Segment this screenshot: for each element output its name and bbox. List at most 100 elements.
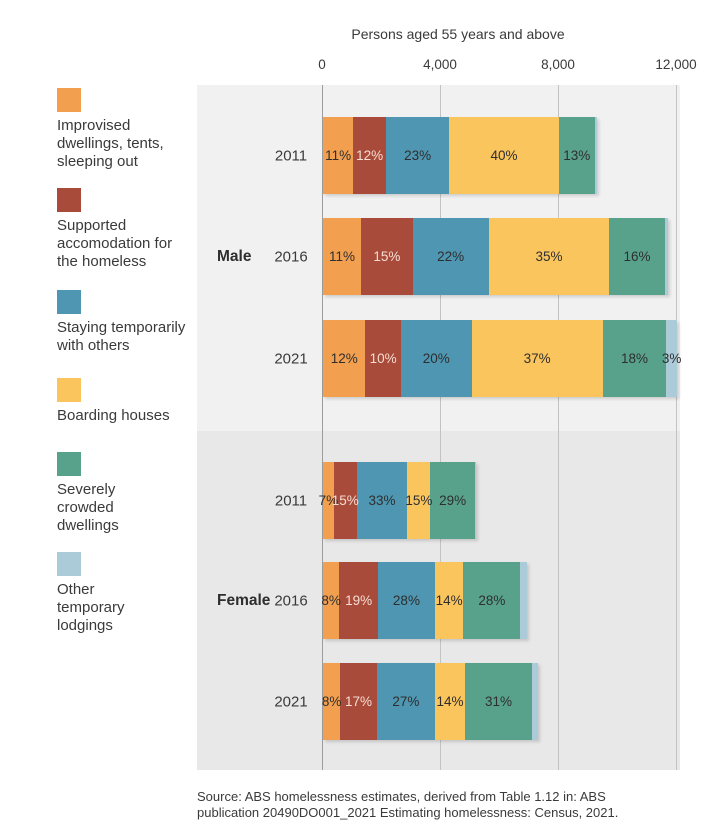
legend-label-improvised: Improvised dwellings, tents, sleeping ou… xyxy=(57,117,164,170)
legend-label-other: Other temporary lodgings xyxy=(57,581,125,634)
bar-segment-staying: 28% xyxy=(377,562,435,639)
group-label: Male xyxy=(217,247,252,265)
bar-segment-supported: 15% xyxy=(331,462,359,539)
group-label: Female xyxy=(217,591,271,609)
source-note: Source: ABS homelessness estimates, deri… xyxy=(197,789,619,820)
segment-percent-label: 19% xyxy=(345,593,373,608)
segment-percent-label: 16% xyxy=(623,249,651,264)
segment-percent-label: 13% xyxy=(563,148,591,163)
legend-swatch-crowded xyxy=(57,452,81,476)
year-label: 2011 xyxy=(274,492,308,509)
bar-segment-crowded: 13% xyxy=(558,117,595,194)
chart-title: Persons aged 55 years and above xyxy=(351,26,565,42)
segment-percent-label: 35% xyxy=(535,249,563,264)
bar-row: 12% 10% 20% 37% 18% 3% xyxy=(323,320,681,397)
bar-row: 11% 15% 22% 35% 16% xyxy=(323,218,669,295)
legend-swatch-boarding xyxy=(57,378,81,402)
year-label: 2011 xyxy=(274,147,308,164)
bar-segment-boarding: 14% xyxy=(434,663,466,740)
bar-segment-crowded: 28% xyxy=(463,562,521,639)
segment-percent-label: 20% xyxy=(422,351,450,366)
segment-percent-label: 18% xyxy=(620,351,648,366)
bar-segment-staying: 27% xyxy=(376,663,435,740)
bar-segment-crowded: 16% xyxy=(609,218,665,295)
segment-percent-label: 10% xyxy=(369,351,397,366)
segment-percent-label: 27% xyxy=(392,694,420,709)
segment-percent-label: 11% xyxy=(328,249,355,264)
bar-row: 8% 19% 28% 14% 28% xyxy=(321,562,527,639)
bar-segment-boarding: 40% xyxy=(449,117,559,194)
bar-segment-supported: 17% xyxy=(340,663,377,740)
legend-label-supported: Supported accomodation for the homeless xyxy=(57,217,173,270)
segment-percent-label: 15% xyxy=(405,493,433,508)
segment-percent-label: 22% xyxy=(437,249,465,264)
bar-segment-other xyxy=(594,117,598,194)
bar-segment-supported: 10% xyxy=(365,320,401,397)
segment-percent-label: 29% xyxy=(439,493,467,508)
segment-percent-label: 11% xyxy=(325,148,352,163)
segment-percent-label: 37% xyxy=(523,351,551,366)
gridline xyxy=(440,85,441,770)
segment-percent-label: 28% xyxy=(478,593,506,608)
bar-segment-other xyxy=(531,663,539,740)
bar-segment-improvised: 8% xyxy=(322,663,341,740)
segment-percent-label: 8% xyxy=(321,593,341,608)
x-tick-label: 4,000 xyxy=(423,57,457,72)
bar-segment-improvised: 8% xyxy=(321,562,341,639)
segment-percent-label: 15% xyxy=(331,493,359,508)
bar-segment-improvised: 7% xyxy=(319,462,338,539)
segment-percent-label: 40% xyxy=(490,148,518,163)
segment-percent-label: 31% xyxy=(484,694,512,709)
segment-percent-label: 12% xyxy=(330,351,358,366)
gridline xyxy=(676,85,677,770)
bar-segment-staying: 33% xyxy=(356,462,408,539)
bar-segment-boarding: 35% xyxy=(488,218,610,295)
bar-segment-staying: 23% xyxy=(386,117,450,194)
bar-segment-other xyxy=(520,562,527,639)
bar-segment-supported: 19% xyxy=(339,562,378,639)
bar-segment-crowded: 29% xyxy=(430,462,475,539)
bar-segment-other: 3% xyxy=(662,320,681,397)
segment-percent-label: 17% xyxy=(345,694,373,709)
year-label: 2016 xyxy=(274,248,308,265)
segment-percent-label: 23% xyxy=(404,148,432,163)
x-tick-label: 0 xyxy=(318,57,326,72)
segment-percent-label: 28% xyxy=(392,593,420,608)
year-label: 2016 xyxy=(274,592,308,609)
legend-label-crowded: Severely crowded dwellings xyxy=(57,481,119,534)
bar-segment-crowded: 18% xyxy=(602,320,667,397)
segment-percent-label: 3% xyxy=(661,351,682,366)
segment-percent-label: 14% xyxy=(436,694,464,709)
axis-zero-line xyxy=(322,85,323,770)
segment-percent-label: 12% xyxy=(356,148,384,163)
gridline xyxy=(558,85,559,770)
bar-segment-boarding: 14% xyxy=(434,562,464,639)
bar-segment-other xyxy=(474,462,477,539)
bar-segment-improvised: 12% xyxy=(323,320,366,397)
bar-row: 8% 17% 27% 14% 31% xyxy=(322,663,539,740)
bar-segment-improvised: 11% xyxy=(323,218,361,295)
bar-segment-supported: 15% xyxy=(360,218,413,295)
bar-segment-supported: 12% xyxy=(353,117,387,194)
bar-segment-other xyxy=(664,218,669,295)
legend-swatch-staying xyxy=(57,290,81,314)
legend-swatch-improvised xyxy=(57,88,81,112)
bar-segment-staying: 20% xyxy=(400,320,472,397)
x-tick-label: 8,000 xyxy=(541,57,575,72)
bar-segment-boarding: 37% xyxy=(471,320,603,397)
legend-swatch-other xyxy=(57,552,81,576)
segment-percent-label: 7% xyxy=(318,493,339,508)
x-tick-label: 12,000 xyxy=(655,57,697,72)
bar-row: 7% 15% 33% 15% 29% xyxy=(319,462,477,539)
legend-label-boarding: Boarding houses xyxy=(57,407,170,424)
bar-segment-boarding: 15% xyxy=(405,462,433,539)
bar-segment-improvised: 11% xyxy=(323,117,354,194)
bar-segment-crowded: 31% xyxy=(465,663,532,740)
segment-percent-label: 15% xyxy=(373,249,401,264)
bar-segment-staying: 22% xyxy=(412,218,489,295)
year-label: 2021 xyxy=(274,693,308,710)
segment-percent-label: 14% xyxy=(435,593,463,608)
year-label: 2021 xyxy=(274,350,308,367)
segment-percent-label: 33% xyxy=(368,493,396,508)
